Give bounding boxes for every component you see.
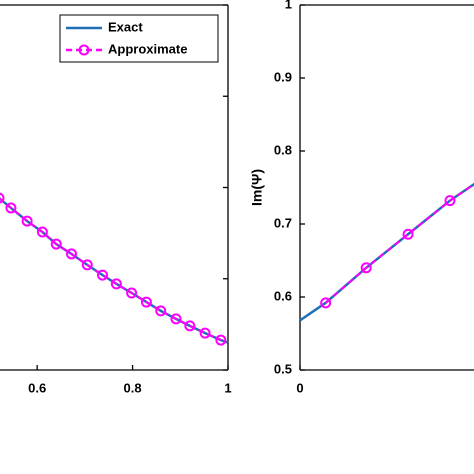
x-tick-label: 0.8 — [124, 380, 142, 395]
y-tick-label: 0.5 — [274, 361, 292, 376]
marker — [0, 192, 5, 204]
marker — [66, 248, 78, 260]
y-tick-label: 0.7 — [274, 215, 292, 230]
marker — [21, 215, 33, 227]
marker — [81, 259, 93, 271]
marker — [97, 269, 109, 281]
marker — [444, 195, 456, 207]
marker — [140, 296, 152, 308]
x-tick-label: 1 — [224, 380, 231, 395]
marker — [110, 278, 122, 290]
legend-marker — [78, 44, 90, 56]
x-tick-label: 0.6 — [28, 380, 46, 395]
marker — [50, 238, 62, 250]
x-tick-label: 0 — [296, 380, 303, 395]
series-line — [0, 197, 222, 341]
plot-area — [0, 192, 229, 346]
marker — [402, 228, 414, 240]
marker — [199, 327, 211, 339]
series-line — [0, 197, 229, 344]
marker — [155, 305, 167, 317]
marker — [320, 297, 332, 309]
y-tick-label: 1 — [285, 0, 292, 11]
y-axis-label: Im(Ψ) — [249, 169, 265, 206]
marker — [215, 334, 227, 346]
plot-area — [299, 182, 474, 322]
marker — [360, 262, 372, 274]
marker — [184, 320, 196, 332]
legend-label: Exact — [108, 19, 143, 34]
series-line — [325, 183, 474, 304]
legend-label: Approximate — [108, 41, 187, 56]
y-tick-label: 0.6 — [274, 288, 292, 303]
marker — [36, 226, 48, 238]
marker — [126, 287, 138, 299]
series-line — [299, 182, 474, 322]
marker — [5, 202, 17, 214]
marker — [170, 313, 182, 325]
y-tick-label: 0.9 — [274, 69, 292, 84]
y-tick-label: 0.8 — [274, 142, 292, 157]
